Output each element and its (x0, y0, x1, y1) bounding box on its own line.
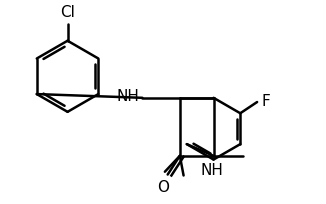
Text: NH: NH (200, 163, 223, 177)
Text: O: O (157, 179, 169, 194)
Text: F: F (262, 93, 271, 108)
Text: NH: NH (117, 88, 140, 103)
Text: Cl: Cl (60, 5, 75, 20)
